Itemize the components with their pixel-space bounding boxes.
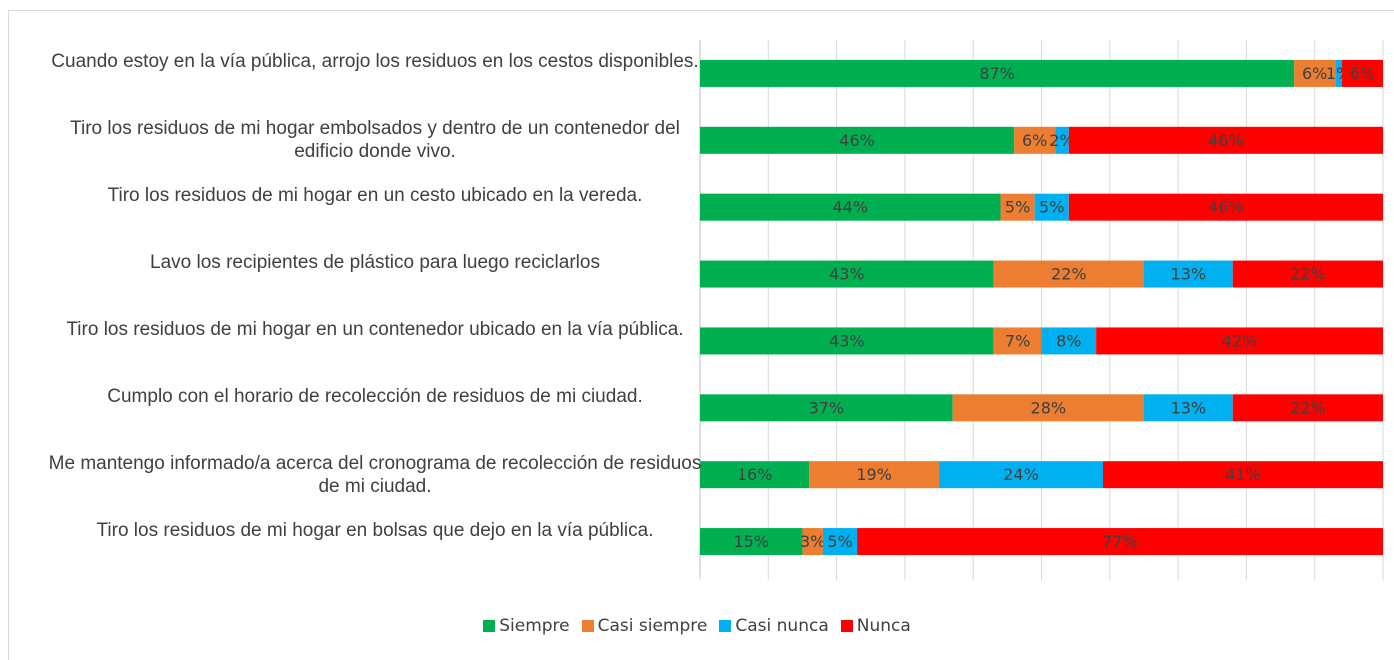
bar-segment: [700, 461, 810, 489]
bar-segment: [809, 461, 940, 489]
bar-segment: [993, 327, 1042, 355]
category-label: Cumplo con el horario de recolección de …: [107, 385, 643, 407]
bar-segment: [857, 528, 1383, 556]
data-label: 13%: [1171, 398, 1207, 417]
legend-label: Nunca: [856, 616, 911, 636]
legend-item: Siempre: [483, 616, 570, 636]
data-label: 22%: [1290, 398, 1326, 417]
bar-segment: [1014, 126, 1056, 154]
bar-segment: [1232, 260, 1383, 288]
data-label: 87%: [979, 64, 1015, 83]
data-label: 6%: [1350, 64, 1375, 83]
bar-segment: [993, 260, 1144, 288]
bar-segment: [1232, 394, 1383, 422]
legend-label: Siempre: [499, 616, 570, 636]
legend-item: Nunca: [840, 616, 911, 636]
category-label: Tiro los residuos de mi hogar en bolsas …: [96, 519, 654, 541]
chart-frame: [8, 10, 1394, 660]
bar-segment: [700, 394, 953, 422]
data-label: 19%: [856, 465, 892, 484]
data-label: 43%: [829, 331, 865, 350]
data-label: 6%: [1302, 64, 1327, 83]
data-label: 41%: [1225, 465, 1261, 484]
bar-segment: [700, 528, 803, 556]
data-label: 8%: [1056, 331, 1081, 350]
data-label: 44%: [832, 198, 868, 217]
category-label: Tiro los residuos de mi hogar en un cont…: [66, 318, 684, 340]
data-label: 37%: [809, 398, 845, 417]
data-label: 43%: [829, 265, 865, 284]
bar-segment: [1096, 327, 1383, 355]
data-label: 22%: [1051, 265, 1087, 284]
data-label: 5%: [1039, 198, 1064, 217]
bar-segment: [700, 260, 994, 288]
legend: Siempre Casi siempre Casi nunca Nunca: [0, 616, 1394, 637]
legend-swatch: [719, 620, 732, 632]
bar-segment: [1102, 461, 1383, 489]
data-label: 28%: [1031, 398, 1067, 417]
data-label: 24%: [1003, 465, 1039, 484]
bar-segment: [1143, 260, 1233, 288]
bar-segment: [1041, 327, 1097, 355]
data-label: 13%: [1171, 265, 1207, 284]
data-label: 5%: [1005, 198, 1030, 217]
bar-segment: [1055, 126, 1069, 154]
bar-segment: [1068, 126, 1383, 154]
legend-item: Casi nunca: [719, 616, 829, 636]
bar-segment: [952, 394, 1144, 422]
data-label: 46%: [1208, 198, 1244, 217]
data-label: 46%: [1208, 131, 1244, 150]
legend-swatch: [581, 620, 594, 632]
legend-item: Casi siempre: [581, 616, 708, 636]
bar-segment: [1335, 59, 1343, 87]
data-label: 77%: [1102, 532, 1138, 551]
bar-segment: [700, 327, 994, 355]
bar-segment: [1000, 193, 1035, 221]
data-label: 5%: [827, 532, 852, 551]
bar-segment: [1034, 193, 1069, 221]
data-label: 15%: [733, 532, 769, 551]
category-label: Cuando estoy en la vía pública, arrojo l…: [51, 51, 699, 73]
data-label: 7%: [1005, 331, 1030, 350]
category-label: Tiro los residuos de mi hogar en un cest…: [107, 185, 643, 207]
data-label: 22%: [1290, 265, 1326, 284]
legend-label: Casi siempre: [597, 616, 708, 636]
bar-segment: [700, 59, 1295, 87]
data-label: 3%: [800, 532, 825, 551]
bar-segment: [1294, 59, 1336, 87]
bar-segment: [1143, 394, 1233, 422]
bar-segment: [1068, 193, 1383, 221]
data-label: 46%: [839, 131, 875, 150]
data-label: 6%: [1022, 131, 1047, 150]
category-label: Me mantengo informado/a acerca del crono…: [48, 452, 702, 497]
bar-segment: [1342, 59, 1383, 87]
legend-label: Casi nunca: [735, 616, 829, 636]
bar-segment: [700, 193, 1001, 221]
category-label: Lavo los recipientes de plástico para lu…: [150, 252, 600, 274]
data-label: 2%: [1049, 131, 1074, 150]
bar-segment: [700, 126, 1015, 154]
bar-segment: [802, 528, 823, 556]
bar-segment: [822, 528, 858, 556]
legend-swatch: [483, 620, 496, 632]
data-label: 42%: [1222, 331, 1258, 350]
legend-swatch: [840, 620, 853, 632]
data-label: 16%: [737, 465, 773, 484]
bar-segment: [939, 461, 1103, 489]
category-label: Tiro los residuos de mi hogar embolsados…: [70, 118, 680, 163]
